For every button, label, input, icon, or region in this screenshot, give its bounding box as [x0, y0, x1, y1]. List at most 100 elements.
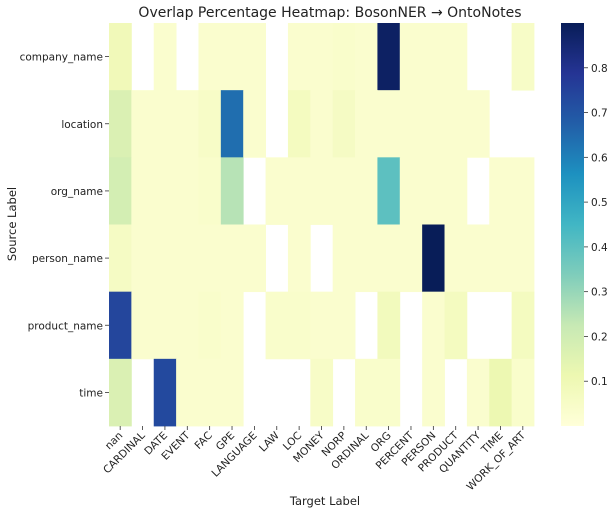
- colorbar-tick-label: 0.7: [591, 108, 608, 120]
- heatmap-cell: [220, 224, 244, 293]
- heatmap-cell: [377, 90, 401, 158]
- heatmap-cell: [287, 90, 311, 158]
- heatmap-cell: [399, 157, 423, 225]
- heatmap-cell: [109, 224, 132, 293]
- heatmap-cell: [176, 157, 199, 225]
- heatmap-cell: [466, 358, 490, 427]
- x-axis-title: Target Label: [289, 494, 360, 508]
- heatmap-cell: [511, 224, 535, 293]
- heatmap-cell: [287, 224, 311, 293]
- x-tick-label: CARDINAL: [101, 430, 148, 477]
- heatmap-cell: [511, 157, 535, 225]
- heatmap-cell: [332, 23, 356, 91]
- heatmap-cell: [444, 157, 468, 225]
- colorbar-ticks: 0.1 0.2 0.3 0.4 0.5 0.6 0.7 0.8: [584, 63, 608, 388]
- heatmap-cell: [176, 90, 199, 158]
- heatmap-cell: [131, 224, 155, 293]
- y-tick-label: location: [61, 119, 103, 131]
- heatmap-cell: [198, 90, 222, 158]
- heatmap-cell: [153, 90, 177, 158]
- heatmap-cell: [109, 291, 132, 360]
- heatmap-cell: [377, 224, 401, 293]
- heatmap-cell: [220, 157, 244, 225]
- colorbar: [561, 23, 584, 426]
- heatmap-cell: [377, 23, 401, 91]
- heatmap-cell: [444, 90, 468, 158]
- heatmap-cell: [355, 157, 378, 225]
- colorbar-tick-label: 0.8: [591, 63, 608, 75]
- heatmap-cell: [310, 157, 334, 225]
- heatmap-cell: [377, 291, 401, 360]
- heatmap-cell: [444, 224, 468, 293]
- heatmap-cell: [153, 224, 177, 293]
- heatmap-cell: [109, 157, 132, 225]
- heatmap-cell: [399, 23, 423, 91]
- heatmap-cell: [355, 23, 378, 91]
- heatmap-cell: [153, 157, 177, 225]
- heatmap-cell: [422, 90, 445, 158]
- x-tick-label: LAW: [257, 429, 282, 454]
- heatmap-cells: [109, 23, 535, 427]
- heatmap-cell: [265, 291, 289, 360]
- heatmap-cell: [243, 90, 266, 158]
- heatmap-cell: [310, 90, 334, 158]
- heatmap-cell: [332, 291, 356, 360]
- heatmap-cell: [198, 157, 222, 225]
- heatmap-cell: [422, 23, 445, 91]
- colorbar-tick-label: 0.5: [591, 197, 608, 209]
- heatmap-cell: [131, 157, 155, 225]
- heatmap-cell: [310, 291, 334, 360]
- heatmap-cell: [176, 358, 199, 427]
- heatmap-cell: [220, 291, 244, 360]
- heatmap-cell: [198, 224, 222, 293]
- heatmap-cell: [489, 358, 513, 427]
- y-tick-label: time: [79, 387, 103, 399]
- heatmap-cell: [109, 358, 132, 427]
- colorbar-tick-label: 0.6: [591, 152, 608, 164]
- heatmap-cell: [287, 291, 311, 360]
- y-tick-label: person_name: [32, 253, 103, 265]
- heatmap-cell: [377, 157, 401, 225]
- colorbar-tick-label: 0.4: [591, 242, 608, 254]
- heatmap-cell: [109, 23, 132, 91]
- heatmap-cell: [377, 358, 401, 427]
- heatmap-cell: [198, 291, 222, 360]
- heatmap-cell: [198, 23, 222, 91]
- heatmap-cell: [399, 90, 423, 158]
- heatmap-cell: [332, 224, 356, 293]
- heatmap-cell: [422, 358, 445, 427]
- colorbar-tick-label: 0.2: [591, 331, 608, 343]
- heatmap-cell: [466, 224, 490, 293]
- y-tick-label: company_name: [20, 52, 103, 64]
- heatmap-cell: [176, 224, 199, 293]
- heatmap-cell: [131, 291, 155, 360]
- heatmap-cell: [265, 157, 289, 225]
- heatmap-cell: [310, 23, 334, 91]
- y-axis-ticks: company_name location org_name person_namep…: [20, 52, 109, 399]
- heatmap-cell: [243, 23, 266, 91]
- heatmap-cell: [355, 224, 378, 293]
- heatmap-cell: [511, 23, 535, 91]
- heatmap-cell: [489, 157, 513, 225]
- heatmap-cell: [444, 291, 468, 360]
- heatmap-cell: [198, 358, 222, 427]
- heatmap-cell: [287, 23, 311, 91]
- heatmap-cell: [220, 23, 244, 91]
- heatmap-cell: [220, 90, 244, 158]
- heatmap-cell: [489, 224, 513, 293]
- heatmap-cell: [511, 291, 535, 360]
- heatmap-cell: [422, 157, 445, 225]
- heatmap-cell: [176, 291, 199, 360]
- heatmap-cell: [422, 224, 445, 293]
- heatmap-cell: [153, 358, 177, 427]
- heatmap-cell: [444, 23, 468, 91]
- heatmap-cell: [220, 358, 244, 427]
- heatmap-cell: [399, 224, 423, 293]
- x-tick-label: FAC: [193, 430, 215, 452]
- heatmap-cell: [287, 157, 311, 225]
- colorbar-tick-label: 0.1: [591, 376, 608, 388]
- heatmap-cell: [466, 90, 490, 158]
- heatmap-cell: [332, 157, 356, 225]
